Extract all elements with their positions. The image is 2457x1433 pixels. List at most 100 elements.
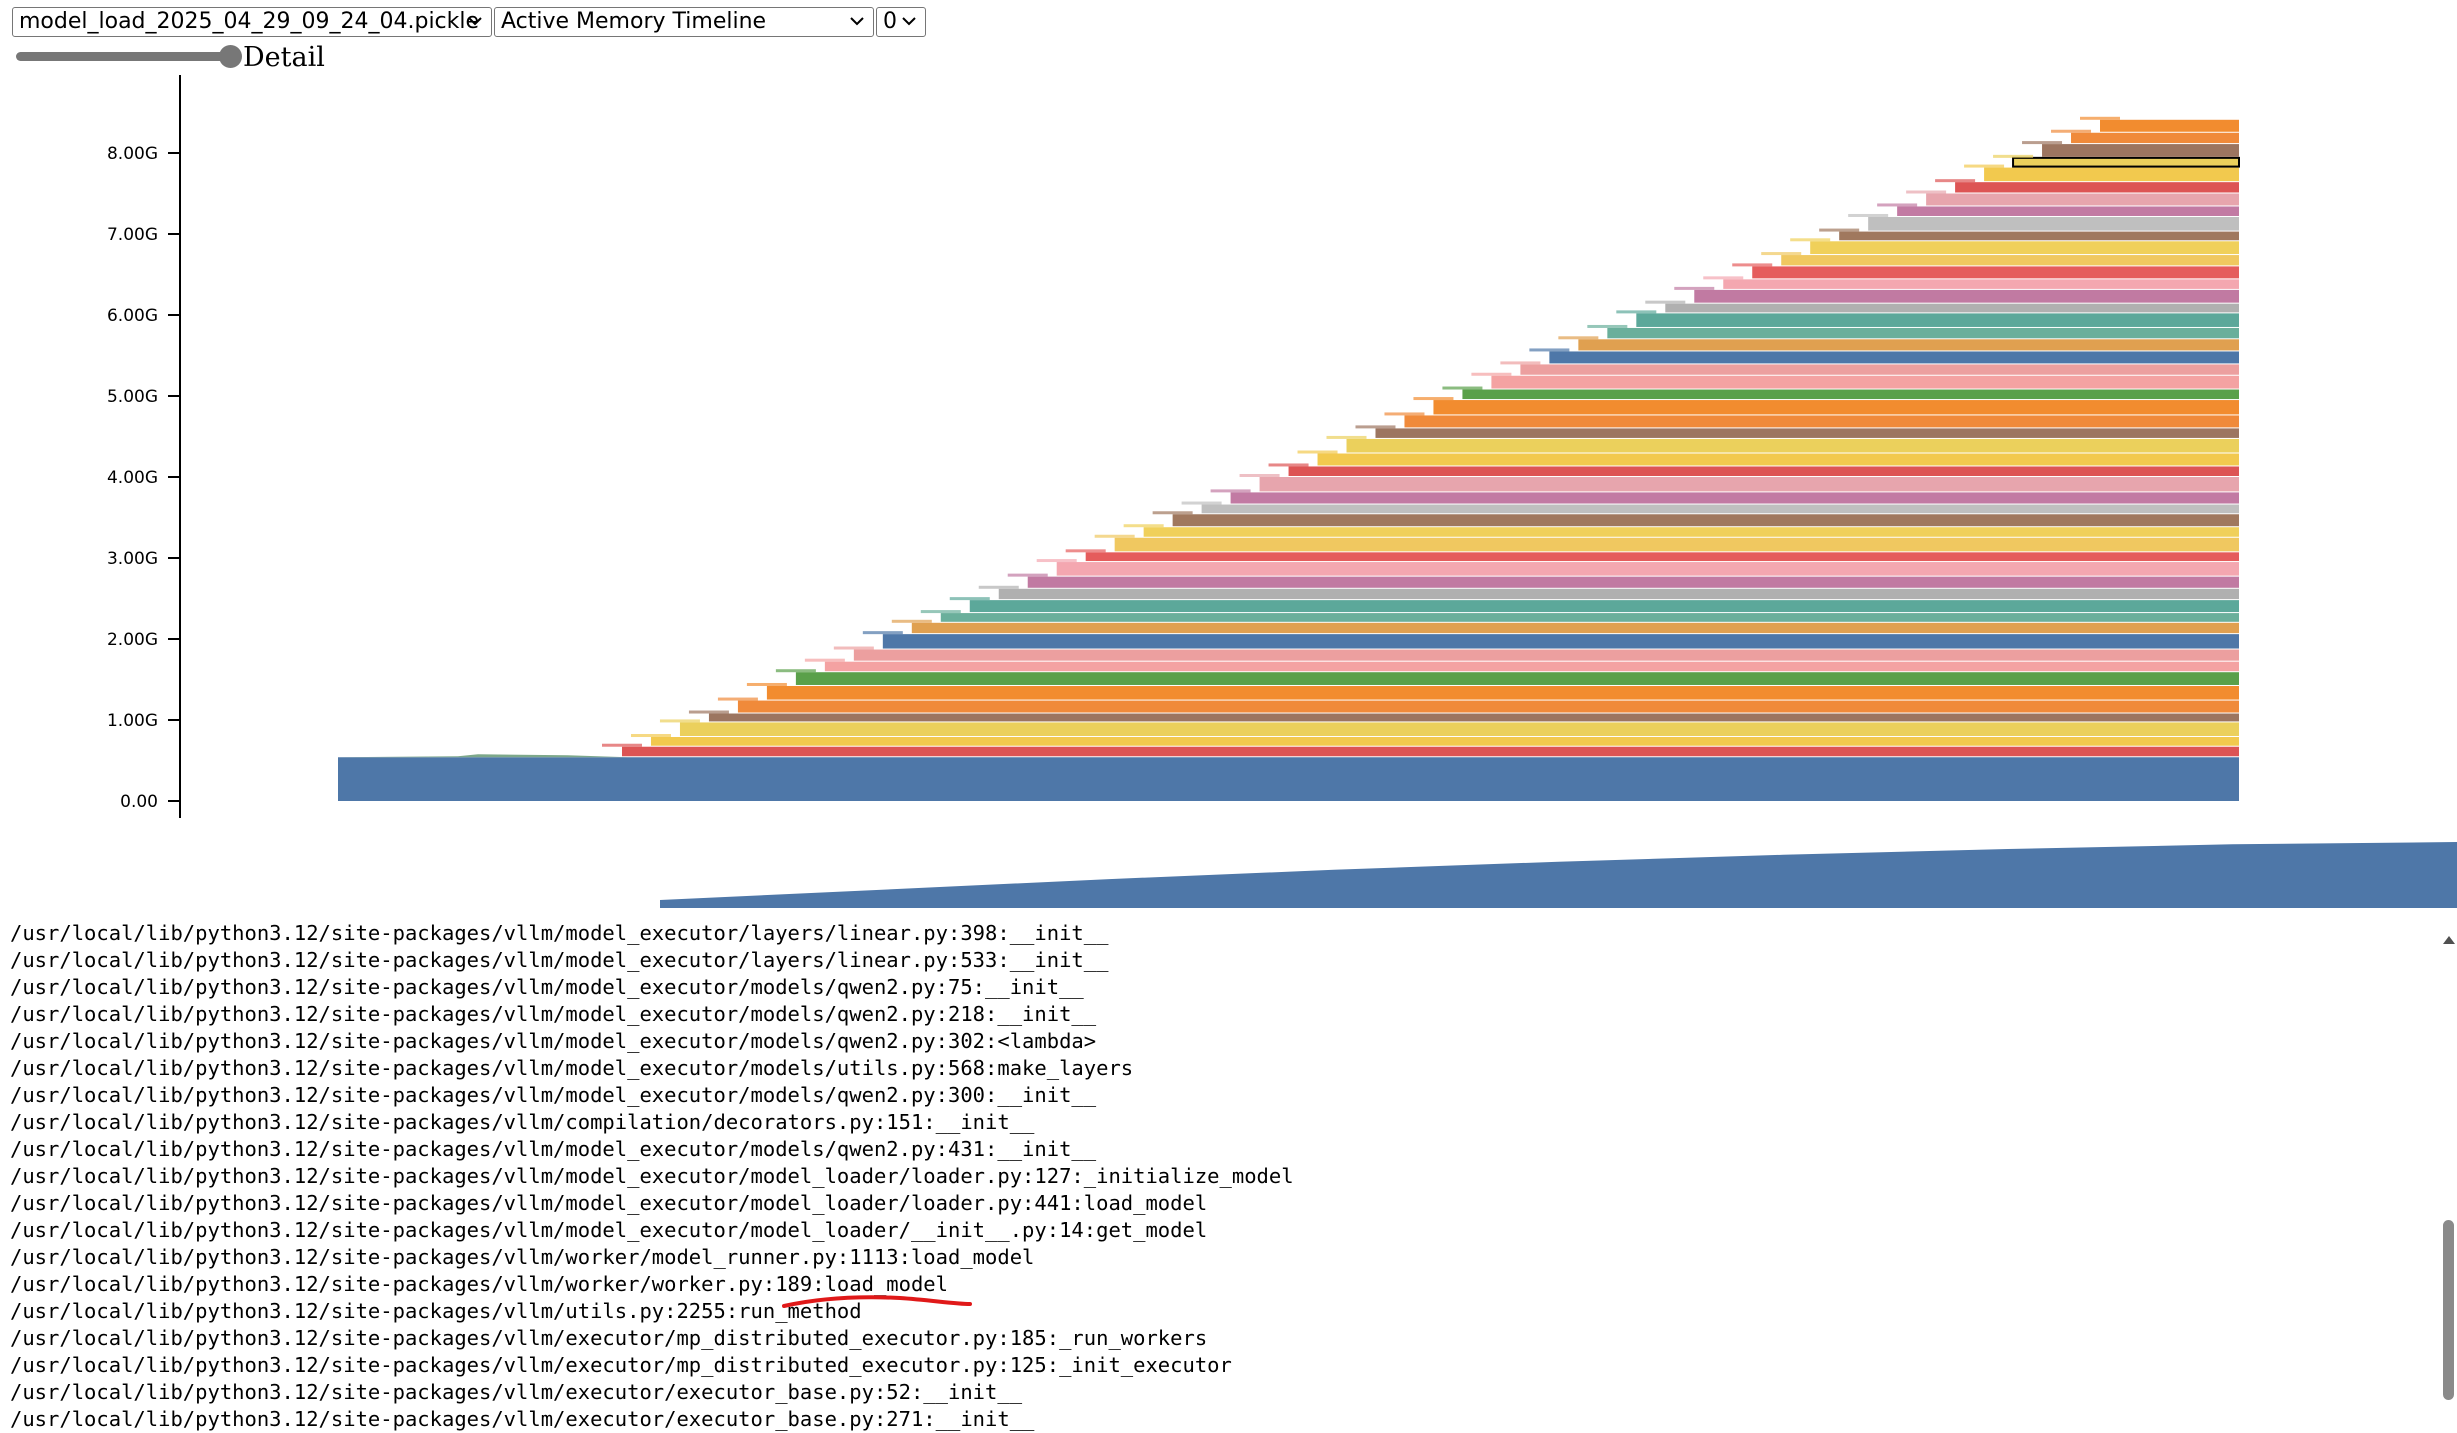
allocation-block-edge [891, 619, 932, 623]
allocation-block[interactable] [1549, 351, 2239, 364]
allocation-block[interactable] [2100, 119, 2239, 132]
timeline-minimap[interactable] [0, 838, 2457, 910]
allocation-block[interactable] [2071, 132, 2239, 144]
allocation-block[interactable] [1491, 375, 2239, 389]
allocation-block[interactable] [1143, 527, 2239, 537]
allocation-block[interactable] [1462, 389, 2239, 400]
allocation-block[interactable] [1375, 428, 2239, 438]
allocation-block-edge [1645, 300, 1686, 304]
y-tick-label: 8.00G [107, 144, 158, 164]
allocation-block[interactable] [940, 613, 2239, 622]
allocation-block[interactable] [708, 713, 2239, 722]
allocation-block[interactable] [1027, 576, 2239, 588]
allocation-blocks[interactable] [338, 116, 2241, 801]
allocation-block-edge [602, 743, 642, 747]
snapshot-select[interactable]: model_load_2025_04_29_09_24_04.pickle [12, 7, 492, 37]
allocation-block[interactable] [1955, 182, 2239, 193]
stack-frame: /usr/local/lib/python3.12/site-packages/… [10, 1083, 1097, 1107]
allocation-block[interactable] [998, 588, 2239, 600]
allocation-block[interactable] [2042, 144, 2239, 157]
view-select-value: Active Memory Timeline [501, 9, 767, 34]
allocation-block-edge [1848, 213, 1889, 217]
allocation-block[interactable] [1201, 504, 2239, 514]
allocation-block-edge [1964, 164, 2005, 168]
snapshot-select-value: model_load_2025_04_29_09_24_04.pickle [19, 9, 480, 34]
stack-frame: /usr/local/lib/python3.12/site-packages/… [10, 1245, 1035, 1269]
allocation-block-base[interactable] [338, 757, 2239, 801]
scroll-up-icon[interactable] [2443, 936, 2455, 944]
y-tick-label: 2.00G [107, 630, 158, 650]
allocation-block[interactable] [1578, 339, 2239, 351]
allocation-block-edge [1326, 435, 1367, 439]
allocation-block[interactable] [1926, 193, 2239, 206]
allocation-block[interactable] [1114, 537, 2239, 552]
stack-frame: /usr/local/lib/python3.12/site-packages/… [10, 1299, 862, 1323]
allocation-block[interactable] [1346, 438, 2239, 453]
detail-slider[interactable] [12, 45, 242, 68]
allocation-block[interactable] [824, 661, 2239, 672]
allocation-block-edge [978, 585, 1019, 589]
allocation-block[interactable] [766, 685, 2239, 700]
stack-frame: /usr/local/lib/python3.12/site-packages/… [10, 1353, 1232, 1377]
view-select[interactable]: Active Memory Timeline [494, 7, 874, 37]
detail-slider-track[interactable] [16, 52, 234, 61]
allocation-block[interactable] [622, 746, 2239, 757]
allocation-block[interactable] [1404, 415, 2239, 428]
stack-frame: /usr/local/lib/python3.12/site-packages/… [10, 948, 1109, 972]
allocation-block[interactable] [795, 672, 2239, 685]
allocation-block-edge [1703, 276, 1744, 280]
allocation-block-edge [1123, 524, 1164, 528]
allocation-block[interactable] [1752, 266, 2239, 279]
allocation-block[interactable] [1694, 289, 2239, 303]
allocation-block[interactable] [1085, 552, 2239, 562]
allocation-block-edge [1616, 310, 1657, 314]
allocation-block[interactable] [1607, 327, 2239, 339]
allocation-block[interactable] [969, 600, 2240, 613]
allocation-block[interactable] [1230, 492, 2239, 504]
allocation-block[interactable] [1723, 279, 2239, 289]
stack-frame: /usr/local/lib/python3.12/site-packages/… [10, 1218, 1208, 1242]
memory-timeline-chart[interactable]: 0.00 1.00G 2.00G 3.00G 4.00G 5.00G 6.00G 7.00G 8… [0, 70, 2457, 830]
scrollbar-thumb[interactable] [2443, 1220, 2454, 1400]
allocation-block-edge [2080, 116, 2120, 120]
allocation-block[interactable] [1984, 167, 2239, 182]
allocation-block[interactable] [650, 737, 2239, 746]
y-tick-label: 6.00G [107, 306, 158, 326]
detail-slider-thumb[interactable] [219, 45, 242, 68]
allocation-block-edge [862, 631, 903, 635]
stack-scrollbar[interactable] [2440, 930, 2457, 1433]
allocation-block-edge [1819, 228, 1860, 232]
allocation-block[interactable] [853, 649, 2239, 661]
allocation-block[interactable] [1259, 477, 2239, 492]
chevron-down-icon [902, 17, 916, 26]
allocation-block[interactable] [2012, 156, 2241, 168]
allocation-block[interactable] [1288, 466, 2239, 476]
allocation-block[interactable] [737, 700, 2239, 713]
allocation-block-edge [2022, 141, 2063, 145]
allocation-block[interactable] [1810, 241, 2239, 255]
allocation-block-edge [1877, 203, 1918, 207]
y-tick-label: 7.00G [107, 225, 158, 245]
allocation-block[interactable] [1520, 364, 2239, 375]
allocation-block[interactable] [679, 722, 2240, 737]
allocation-block-edge [659, 719, 700, 723]
stack-frame: /usr/local/lib/python3.12/site-packages/… [10, 1407, 1035, 1431]
allocation-block[interactable] [882, 634, 2240, 649]
allocation-block[interactable] [1172, 514, 2239, 527]
stack-frame: /usr/local/lib/python3.12/site-packages/… [10, 921, 1109, 945]
allocation-block-bump [338, 754, 628, 758]
allocation-block[interactable] [911, 622, 2239, 634]
allocation-block[interactable] [1636, 313, 2239, 327]
minimap-area[interactable] [660, 842, 2457, 908]
allocation-block[interactable] [1781, 255, 2239, 266]
allocation-block[interactable] [1056, 562, 2239, 576]
allocation-block-edge [1500, 361, 1541, 365]
allocation-block[interactable] [1868, 216, 2239, 231]
allocation-block[interactable] [1317, 453, 2239, 466]
allocation-block[interactable] [1839, 231, 2239, 241]
allocation-block-edge [1355, 425, 1396, 429]
allocation-block[interactable] [1897, 206, 2239, 216]
allocation-block[interactable] [1433, 400, 2239, 415]
device-select[interactable]: 0 [876, 7, 926, 37]
allocation-block[interactable] [1665, 303, 2239, 313]
